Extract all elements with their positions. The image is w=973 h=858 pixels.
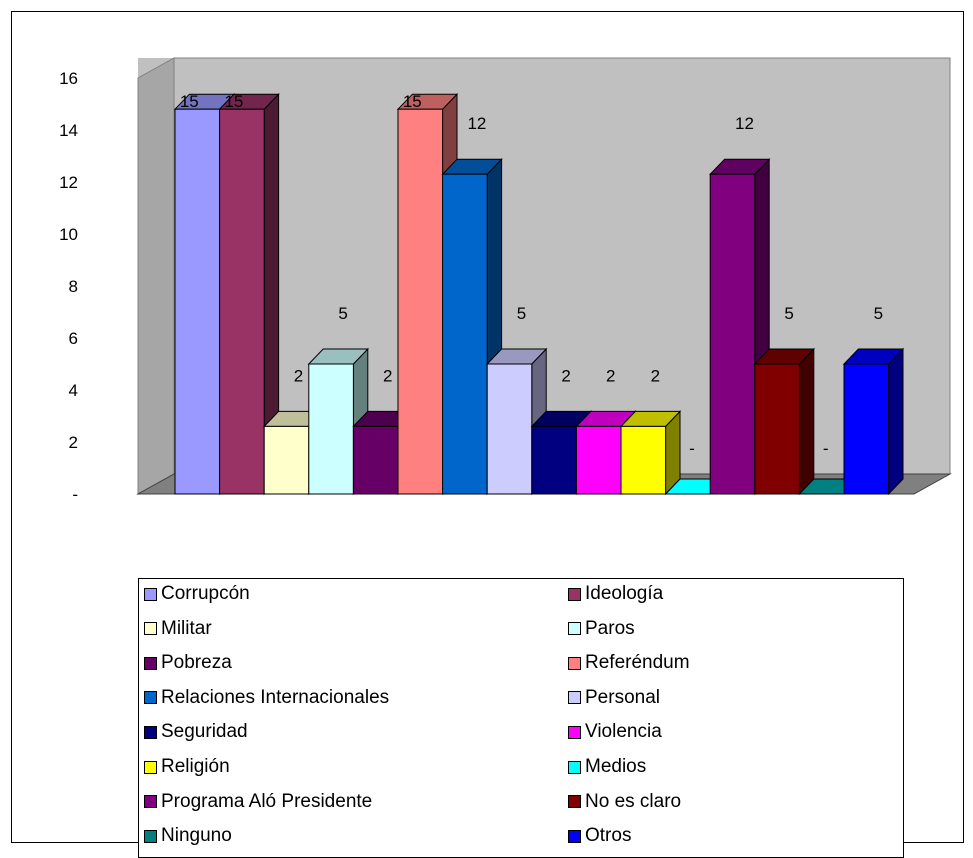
data-label-4: 2: [383, 366, 392, 385]
legend-label: Seguridad: [161, 721, 248, 743]
legend-label: Paros: [585, 617, 635, 639]
bar-8: [531, 425, 577, 495]
plot-wall-side: [137, 57, 175, 495]
data-label-13: 5: [784, 304, 793, 323]
bar-6: [442, 173, 488, 495]
legend-item: Ideología: [568, 582, 663, 606]
y-tick-label-0: -: [72, 485, 78, 504]
data-label-2: 2: [294, 366, 303, 385]
legend-label: Ninguno: [161, 825, 232, 847]
chart-plot: - 2 4 6 8 10 12 14 16 15 15 2 5 2 15 12 5 2 2 2 - 12 5 - 5: [59, 57, 952, 504]
legend-label: Militar: [161, 617, 212, 639]
bar-3: [308, 363, 354, 495]
legend-swatch: [144, 725, 157, 739]
data-label-1: 15: [224, 92, 243, 111]
legend-item: Paros: [568, 617, 635, 641]
y-tick-label-4: 8: [69, 277, 78, 296]
y-tick-label-2: 4: [69, 381, 78, 400]
bar-9: [575, 425, 622, 495]
legend-label: Personal: [585, 686, 660, 708]
legend-swatch: [568, 656, 581, 670]
legend-swatch: [144, 656, 157, 670]
y-tick-label-8: 16: [59, 69, 78, 88]
legend-label: Ideología: [585, 583, 664, 604]
data-label-12: 12: [735, 114, 754, 133]
y-tick-label-3: 6: [69, 329, 78, 348]
bar-12: [709, 173, 756, 495]
bar-10: [620, 425, 667, 495]
legend-item: No es claro: [568, 790, 681, 814]
legend-swatch: [568, 725, 581, 739]
legend-item: Corrupcón: [144, 582, 250, 606]
bar-5: [397, 108, 444, 495]
y-tick-label-6: 12: [59, 173, 78, 192]
data-label-8: 2: [561, 366, 570, 385]
legend-label: Programa Aló Presidente: [161, 790, 373, 812]
legend-item: Otros: [568, 824, 631, 848]
legend-swatch: [144, 829, 157, 843]
legend-label: Pobreza: [161, 652, 232, 674]
legend-label: Referéndum: [585, 652, 690, 674]
legend-label: Violencia: [585, 721, 662, 743]
y-tick-label-5: 10: [59, 225, 78, 244]
legend-item: Personal: [568, 686, 660, 710]
chart-legend: Corrupcón Ideología Militar Paros Pobreza Ref…: [138, 578, 904, 858]
legend-label: Medios: [585, 756, 647, 777]
bar-1: [219, 108, 265, 495]
bar-7: [486, 363, 533, 495]
legend-item: Religión: [144, 755, 230, 779]
bar-2: [263, 425, 310, 495]
y-tick-label-1: 2: [69, 433, 78, 452]
legend-label: Religión: [161, 756, 230, 777]
bar-side-13: [798, 347, 815, 496]
legend-item: Medios: [568, 755, 646, 779]
data-label-10: 2: [651, 366, 660, 385]
legend-swatch: [568, 587, 581, 601]
legend-swatch: [568, 622, 581, 636]
data-label-14: -: [823, 439, 829, 458]
y-tick-label-7: 14: [59, 121, 78, 140]
data-label-0: 15: [180, 92, 199, 111]
data-label-5: 15: [403, 92, 422, 111]
legend-swatch: [568, 829, 581, 843]
legend-label: Corrupcón: [161, 583, 250, 604]
legend-swatch: [144, 587, 157, 601]
legend-swatch: [144, 795, 157, 809]
bar-0: [174, 108, 221, 495]
legend-item: Ninguno: [144, 824, 232, 848]
legend-swatch: [144, 622, 157, 636]
chart-frame: - 2 4 6 8 10 12 14 16 15 15 2 5 2 15 12 5 2 2 2 - 12 5 - 5 Corru…: [11, 11, 964, 858]
legend-swatch: [144, 760, 157, 774]
legend-item: Pobreza: [144, 651, 232, 675]
bar-4: [352, 425, 399, 495]
legend-item: Militar: [144, 617, 212, 641]
legend-item: Programa Aló Presidente: [144, 790, 372, 814]
bar-side-15: [888, 347, 904, 496]
legend-swatch: [144, 691, 157, 705]
bar-15: [843, 363, 890, 495]
legend-label: Otros: [585, 825, 632, 847]
data-label-6: 12: [467, 114, 486, 133]
data-label-3: 5: [338, 304, 347, 323]
legend-swatch: [568, 691, 581, 705]
data-label-15: 5: [874, 304, 883, 323]
data-label-7: 5: [517, 304, 526, 323]
bar-13: [754, 363, 800, 495]
legend-item: Violencia: [568, 720, 662, 744]
legend-swatch: [568, 795, 581, 809]
legend-swatch: [568, 760, 581, 774]
data-label-11: -: [689, 439, 695, 458]
legend-item: Seguridad: [144, 720, 248, 744]
legend-label: No es claro: [585, 790, 682, 812]
legend-label: Relaciones Internacionales: [161, 686, 390, 708]
legend-item: Referéndum: [568, 651, 690, 675]
data-label-9: 2: [606, 366, 615, 385]
legend-item: Relaciones Internacionales: [144, 686, 389, 710]
